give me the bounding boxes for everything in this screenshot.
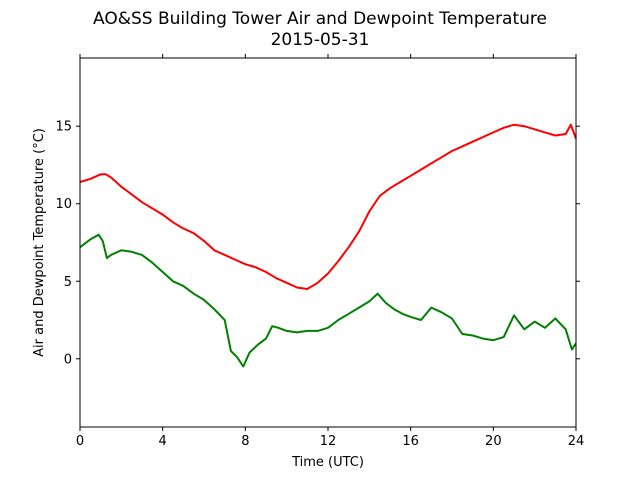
- x-tick-label: 4: [159, 434, 167, 449]
- y-axis: 0 5 10 15: [55, 120, 580, 367]
- x-tick-label: 8: [241, 434, 249, 449]
- y-tick-label: 15: [55, 120, 72, 135]
- plot-area: 0 4 8 12 16 20 24 0 5 10 15: [55, 54, 584, 449]
- y-axis-label: Air and Dewpoint Temperature (°C): [32, 128, 47, 357]
- x-axis-label: Time (UTC): [291, 455, 364, 470]
- x-tick-label: 0: [76, 434, 84, 449]
- y-tick-label: 0: [64, 352, 72, 367]
- x-tick-label: 16: [402, 434, 419, 449]
- series-line-0: [79, 123, 577, 290]
- x-tick-label: 12: [320, 434, 337, 449]
- chart-title: AO&SS Building Tower Air and Dewpoint Te…: [93, 9, 547, 29]
- x-axis: 0 4 8 12 16 20 24: [76, 54, 584, 449]
- plot-frame: [79, 57, 577, 428]
- series-line-1: [79, 233, 577, 368]
- x-tick-label: 24: [568, 434, 585, 449]
- y-tick-label: 10: [55, 197, 72, 212]
- x-tick-label: 20: [485, 434, 502, 449]
- y-tick-label: 5: [64, 275, 72, 290]
- data-lines: [79, 123, 577, 368]
- chart-subtitle: 2015-05-31: [271, 30, 370, 50]
